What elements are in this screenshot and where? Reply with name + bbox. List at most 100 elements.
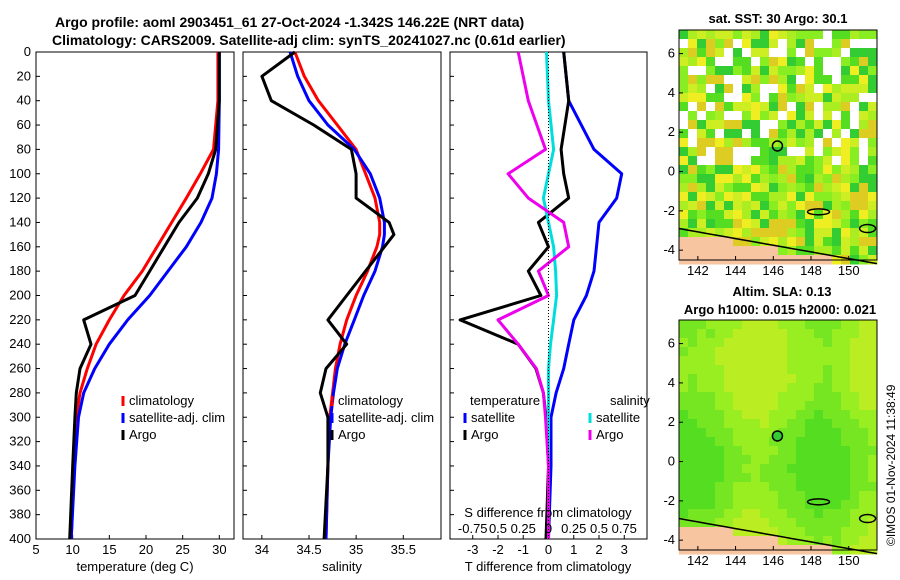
map-cell — [823, 102, 833, 112]
map-cell — [832, 246, 842, 256]
map-cell — [841, 201, 851, 211]
map-cell — [832, 156, 842, 166]
map-cell — [814, 246, 824, 256]
map-cell — [868, 93, 878, 103]
map-cell — [679, 75, 689, 85]
map-cell — [751, 30, 761, 40]
map-cell — [697, 509, 707, 519]
map-cell — [751, 201, 761, 211]
map-cell — [868, 57, 878, 67]
map-cell — [733, 383, 743, 393]
map-cell — [706, 174, 716, 184]
difference-panel: -3 -2 -1 0 1 2 3-0.75 0.5 0.25 0 0.25 0.5 0.75temper… — [458, 51, 650, 557]
map-cell — [805, 473, 815, 483]
map-cell — [742, 183, 752, 193]
map-cell — [796, 383, 806, 393]
map-cell — [706, 500, 716, 510]
map-cell — [697, 183, 707, 193]
map-cell — [724, 518, 734, 528]
map-cell — [724, 192, 734, 202]
map-cell — [841, 138, 851, 148]
map-cell — [796, 165, 806, 175]
map-cell — [679, 338, 689, 348]
map-cell — [697, 39, 707, 49]
map-cell — [706, 383, 716, 393]
map-cell — [814, 347, 824, 357]
map-cell — [688, 210, 698, 220]
map-cell — [751, 102, 761, 112]
map-cell — [859, 428, 869, 438]
map-cell — [787, 210, 797, 220]
map-cell — [760, 183, 770, 193]
map-cell — [751, 356, 761, 366]
map-cell — [706, 111, 716, 121]
map-y-tick-label: 0 — [668, 164, 675, 179]
map-cell — [742, 246, 752, 256]
map-cell — [805, 246, 815, 256]
sal-xlabel: salinity — [322, 559, 362, 574]
map-cell — [805, 111, 815, 121]
map-cell — [724, 410, 734, 420]
map-cell — [787, 129, 797, 139]
map-cell — [823, 84, 833, 94]
map-cell — [859, 30, 869, 40]
map-cell — [787, 120, 797, 130]
map-cell — [733, 536, 743, 546]
map-cell — [751, 138, 761, 148]
map-cell — [814, 482, 824, 492]
s-tick-label: 0 — [545, 521, 552, 536]
map-cell — [724, 174, 734, 184]
island-outline — [806, 208, 831, 216]
map-cell — [742, 419, 752, 429]
map-cell — [724, 473, 734, 483]
map-cell — [697, 383, 707, 393]
map-cell — [814, 509, 824, 519]
map-cell — [697, 111, 707, 121]
map-cell — [760, 446, 770, 456]
map-x-tick-label: 148 — [800, 263, 822, 278]
map-cell — [760, 237, 770, 247]
coastline — [678, 227, 878, 265]
map-cell — [742, 30, 752, 40]
map-cell — [805, 392, 815, 402]
map-cell — [778, 111, 788, 121]
map-cell — [805, 228, 815, 238]
map-cell — [805, 138, 815, 148]
map-cell — [688, 192, 698, 202]
map-cell — [778, 437, 788, 447]
map-cell — [841, 410, 851, 420]
map-cell — [751, 509, 761, 519]
map-cell — [778, 446, 788, 456]
map-y-tick-label: 6 — [668, 46, 675, 61]
map-cell — [805, 39, 815, 49]
map-cell — [841, 237, 851, 247]
map-cell — [841, 347, 851, 357]
map-cell — [859, 102, 869, 112]
map-cell — [859, 246, 869, 256]
map-cell — [733, 48, 743, 58]
x-tick-label: 10 — [65, 542, 79, 557]
map-cell — [778, 491, 788, 501]
map-cell — [724, 93, 734, 103]
map-cell — [724, 383, 734, 393]
map-cell — [679, 84, 689, 94]
map-cell — [760, 111, 770, 121]
map-cell — [868, 455, 878, 465]
map-cell — [805, 329, 815, 339]
map-cell — [778, 455, 788, 465]
map-cell — [688, 201, 698, 211]
map-cell — [823, 356, 833, 366]
x-tick-label: 30 — [212, 542, 226, 557]
x-tick-label: 25 — [175, 542, 189, 557]
map-cell — [769, 329, 779, 339]
map-cell — [697, 57, 707, 67]
map-cell — [742, 147, 752, 157]
map-cell — [706, 30, 716, 40]
map-cell — [715, 84, 725, 94]
map-cell — [832, 482, 842, 492]
map-cell — [814, 165, 824, 175]
map-cell — [850, 527, 860, 537]
map-cell — [697, 120, 707, 130]
map-cell — [751, 401, 761, 411]
map-cell — [751, 419, 761, 429]
